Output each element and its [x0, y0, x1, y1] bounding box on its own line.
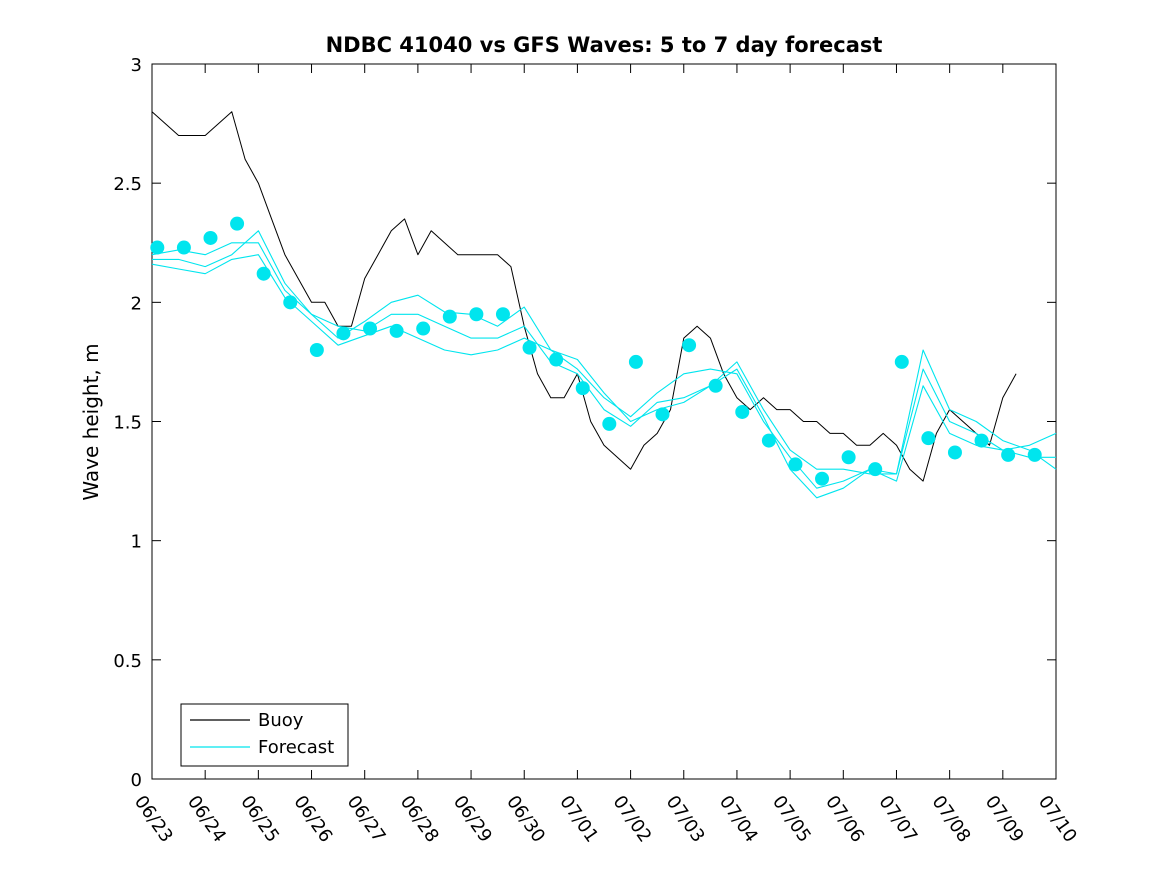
x-tick-label: 07/07 — [874, 792, 921, 847]
x-tick-label: 06/29 — [449, 792, 496, 847]
y-axis-label: Wave height, m — [79, 343, 103, 500]
legend-label-forecast: Forecast — [258, 737, 334, 758]
forecast-marker — [309, 343, 324, 357]
y-tick-label: 2.5 — [113, 174, 142, 195]
x-tick-label: 06/25 — [236, 792, 283, 847]
forecast-marker — [469, 307, 484, 322]
forecast-marker — [841, 450, 856, 465]
x-tick-label: 07/09 — [981, 792, 1028, 847]
forecast-marker — [283, 295, 298, 310]
forecast-marker — [761, 433, 776, 448]
x-tick-label: 06/23 — [130, 792, 177, 847]
forecast-marker — [575, 381, 590, 396]
legend-box — [180, 703, 349, 767]
forecast-marker — [788, 457, 803, 472]
forecast-marker — [336, 326, 351, 341]
forecast-marker — [363, 321, 378, 336]
forecast-marker — [203, 230, 218, 245]
x-tick-label: 07/04 — [715, 792, 762, 847]
forecast-line — [152, 230, 1057, 489]
y-tick-label: 2 — [131, 293, 142, 314]
y-tick-label: 3 — [131, 55, 142, 76]
x-tick-label: 06/30 — [502, 792, 549, 847]
legend-label-buoy: Buoy — [258, 710, 304, 731]
forecast-marker — [389, 323, 404, 338]
forecast-marker — [815, 471, 830, 486]
x-tick-label: 07/08 — [928, 792, 975, 847]
x-tick-label: 07/05 — [768, 792, 815, 847]
forecast-marker — [522, 340, 537, 355]
chart-title: NDBC 41040 vs GFS Waves: 5 to 7 day fore… — [326, 33, 883, 57]
x-tick-label: 07/03 — [662, 792, 709, 847]
forecast-line — [151, 254, 1057, 499]
x-tick-label: 06/24 — [183, 792, 230, 847]
forecast-marker — [256, 266, 271, 281]
y-tick-label: 0.5 — [113, 651, 142, 672]
forecast-marker — [947, 445, 962, 460]
forecast-marker — [442, 309, 457, 324]
forecast-marker — [150, 240, 165, 255]
buoy-line — [151, 111, 1017, 482]
x-tick-label: 06/27 — [343, 792, 390, 847]
forecast-marker — [416, 321, 431, 336]
x-tick-label: 07/06 — [821, 792, 868, 847]
forecast-marker — [974, 433, 989, 448]
forecast-marker — [708, 378, 723, 393]
forecast-marker — [682, 338, 697, 353]
forecast-marker — [921, 431, 936, 446]
forecast-marker — [1001, 447, 1016, 462]
forecast-marker — [1027, 447, 1042, 462]
forecast-marker — [495, 307, 510, 322]
forecast-marker — [602, 416, 617, 431]
legend: Buoy Forecast — [180, 703, 349, 767]
x-tick-label: 06/26 — [289, 792, 336, 847]
y-tick-label: 0 — [131, 770, 142, 791]
y-tick-label: 1.5 — [113, 413, 142, 434]
x-tick-label: 06/28 — [396, 792, 443, 847]
y-tick-label: 1 — [131, 532, 142, 553]
x-tick-label: 07/10 — [1034, 792, 1081, 847]
forecast-marker — [735, 404, 750, 419]
forecast-marker — [894, 354, 909, 369]
forecast-marker — [628, 354, 643, 369]
forecast-line — [151, 242, 1056, 475]
x-tick-label: 07/02 — [608, 792, 655, 847]
forecast-marker — [655, 407, 670, 422]
forecast-marker — [549, 352, 564, 367]
forecast-marker — [230, 216, 245, 231]
x-tick-label: 07/01 — [555, 792, 602, 847]
forecast-marker — [176, 240, 191, 255]
forecast-marker — [868, 462, 883, 477]
